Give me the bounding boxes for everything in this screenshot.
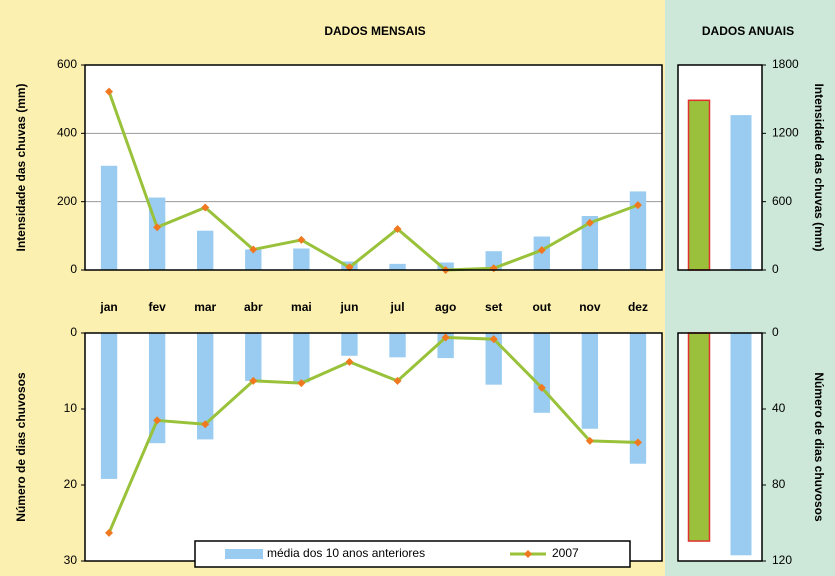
bar — [100, 165, 118, 270]
x-tick-label: jun — [339, 300, 358, 314]
marker — [441, 333, 450, 342]
plot-area — [85, 65, 662, 270]
legend-marker — [524, 550, 532, 558]
marker — [105, 87, 114, 96]
y-axis-label: Número de dias chuvosos — [14, 372, 28, 522]
bar — [629, 191, 647, 270]
marker — [297, 235, 306, 244]
x-tick-label: dez — [628, 300, 648, 314]
marker — [105, 528, 114, 537]
annual-header: DADOS ANUAIS — [702, 24, 794, 38]
x-tick-label: out — [532, 300, 551, 314]
y-axis-label: Intensidade das chuvas (mm) — [812, 83, 826, 251]
y-tick-label: 600 — [57, 57, 77, 71]
bar — [245, 333, 262, 381]
plot-border — [677, 332, 763, 562]
x-tick-label: nov — [579, 300, 601, 314]
bar — [148, 333, 166, 444]
y-tick-label: 200 — [57, 194, 77, 208]
bar — [581, 333, 599, 429]
bar — [581, 216, 599, 270]
marker — [345, 357, 354, 366]
marker — [153, 223, 162, 232]
marker — [393, 225, 402, 233]
y-tick-label: 400 — [57, 126, 77, 140]
marker — [249, 376, 258, 385]
plot-border — [677, 64, 763, 271]
bar — [389, 333, 406, 358]
line — [107, 336, 639, 534]
marker — [153, 416, 162, 425]
bar — [485, 333, 502, 385]
bar — [687, 99, 711, 271]
x-tick-label: jul — [390, 300, 405, 314]
marker — [297, 379, 306, 388]
x-tick-label: set — [485, 300, 502, 314]
marker — [537, 246, 546, 255]
marker — [633, 438, 642, 447]
bar — [687, 332, 711, 542]
x-tick-label: mai — [291, 300, 312, 314]
bar — [341, 333, 358, 356]
marker — [201, 420, 210, 429]
bar — [293, 248, 310, 270]
plot-area — [85, 333, 662, 561]
y-tick-label: 30 — [64, 553, 78, 567]
marker — [633, 201, 642, 210]
y-tick-label: 0 — [772, 262, 779, 276]
y-tick-label: 0 — [70, 325, 77, 339]
bar — [245, 249, 262, 270]
bar — [197, 333, 214, 440]
marker — [537, 383, 546, 392]
line — [107, 91, 639, 272]
y-axis-label: Intensidade das chuvas (mm) — [14, 83, 28, 251]
bar — [293, 333, 310, 383]
bar — [730, 333, 752, 556]
marker — [249, 245, 258, 254]
legend-label: 2007 — [552, 546, 579, 560]
y-tick-label: 0 — [70, 262, 77, 276]
x-tick-label: ago — [435, 300, 456, 314]
x-tick-label: mar — [194, 300, 216, 314]
y-tick-label: 10 — [64, 401, 78, 415]
x-tick-label: abr — [244, 300, 263, 314]
bar — [197, 230, 214, 270]
y-tick-label: 600 — [772, 194, 792, 208]
legend-label: média dos 10 anos anteriores — [267, 546, 425, 560]
y-tick-label: 80 — [772, 477, 786, 491]
x-tick-label: jan — [99, 300, 117, 314]
bar — [100, 333, 118, 479]
y-tick-label: 40 — [772, 401, 786, 415]
bar — [629, 333, 647, 464]
monthly-header: DADOS MENSAIS — [324, 24, 425, 38]
y-axis-label: Número de dias chuvosos — [812, 372, 826, 522]
plot-border — [84, 64, 663, 271]
marker — [585, 218, 594, 227]
legend-swatch — [225, 549, 263, 559]
marker — [585, 436, 594, 445]
marker — [489, 335, 498, 344]
y-tick-label: 0 — [772, 325, 779, 339]
marker — [201, 203, 210, 212]
y-tick-label: 20 — [64, 477, 78, 491]
y-tick-label: 120 — [772, 553, 792, 567]
y-tick-label: 1200 — [772, 126, 799, 140]
bar — [533, 333, 550, 413]
marker — [393, 376, 402, 385]
legend-box — [194, 540, 631, 568]
bar — [389, 263, 406, 270]
y-tick-label: 1800 — [772, 57, 799, 71]
bar — [730, 115, 752, 270]
x-tick-label: fev — [148, 300, 166, 314]
